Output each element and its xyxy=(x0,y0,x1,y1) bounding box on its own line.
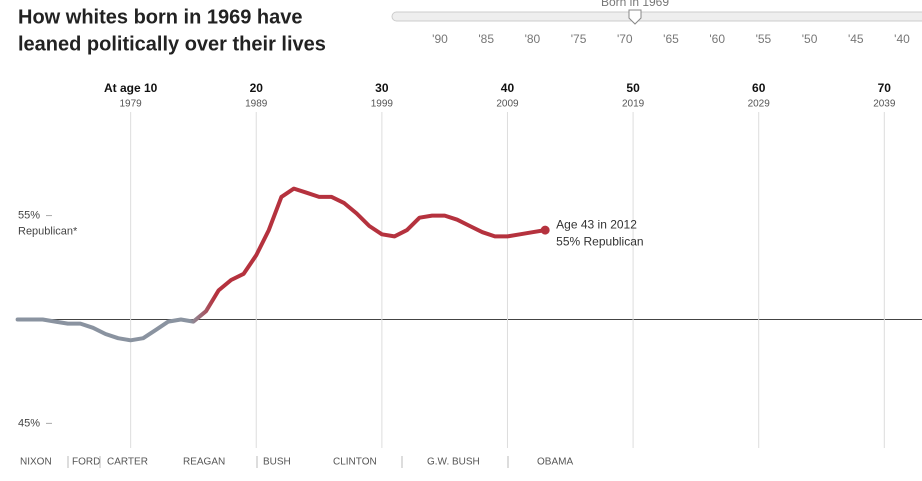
annotation: Age 43 in 2012 xyxy=(556,217,637,231)
age-label: 20 xyxy=(250,81,264,95)
annotation: 55% Republican xyxy=(556,234,643,248)
age-label: 70 xyxy=(878,81,892,95)
age-year: 2039 xyxy=(873,99,896,110)
y-tick-label: 45% xyxy=(18,417,40,429)
slider-tick[interactable]: '45 xyxy=(848,32,864,46)
chart-title: leaned politically over their lives xyxy=(18,33,326,55)
president-label: CLINTON xyxy=(333,457,377,468)
age-year: 2019 xyxy=(622,99,645,110)
age-label: 30 xyxy=(375,81,389,95)
slider-tick[interactable]: '85 xyxy=(478,32,494,46)
president-label: NIXON xyxy=(20,457,52,468)
end-dot xyxy=(540,225,550,235)
president-label: REAGAN xyxy=(183,457,225,468)
age-year: 1989 xyxy=(245,99,268,110)
president-label: CARTER xyxy=(107,457,148,468)
slider-tick[interactable]: '65 xyxy=(663,32,679,46)
slider-track[interactable] xyxy=(391,11,922,22)
age-year: 2029 xyxy=(748,99,771,110)
president-label: FORD xyxy=(72,457,100,468)
president-label: BUSH xyxy=(263,457,291,468)
y-tick-label: 55% xyxy=(18,209,40,221)
slider-tick[interactable]: '40 xyxy=(894,32,910,46)
chart-title: How whites born in 1969 have xyxy=(18,6,303,28)
president-label: G.W. BUSH xyxy=(427,457,480,468)
slider-handle[interactable] xyxy=(628,9,642,25)
age-label: 40 xyxy=(501,81,515,95)
age-label: At age 10 xyxy=(104,81,158,95)
y-axis-label: Republican* xyxy=(18,225,78,237)
slider-label: Born in 1969 xyxy=(601,0,669,9)
age-year: 1979 xyxy=(120,99,143,110)
age-year: 1999 xyxy=(371,99,394,110)
cohort-line xyxy=(15,186,548,343)
slider-tick[interactable]: '55 xyxy=(756,32,772,46)
age-year: 2009 xyxy=(496,99,519,110)
slider-tick[interactable]: '70 xyxy=(617,32,633,46)
age-label: 60 xyxy=(752,81,766,95)
slider-tick[interactable]: '50 xyxy=(802,32,818,46)
president-label: OBAMA xyxy=(537,457,573,468)
slider-tick[interactable]: '75 xyxy=(571,32,587,46)
slider-tick[interactable]: '90 xyxy=(432,32,448,46)
slider-tick[interactable]: '60 xyxy=(709,32,725,46)
age-label: 50 xyxy=(626,81,640,95)
slider-tick[interactable]: '80 xyxy=(525,32,541,46)
